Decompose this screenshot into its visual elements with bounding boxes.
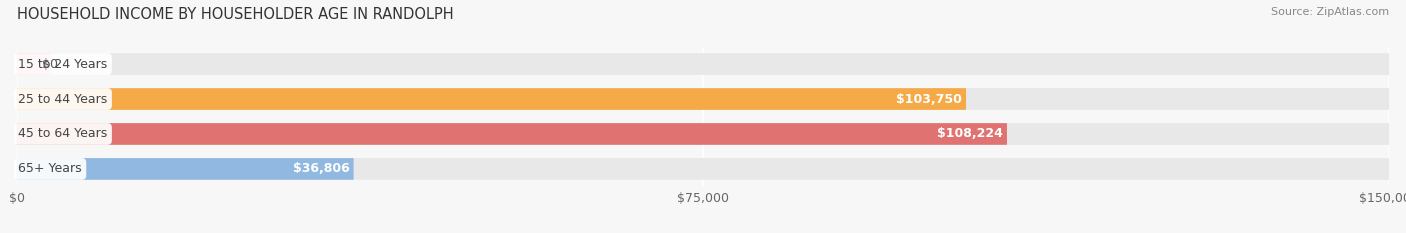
Text: $103,750: $103,750: [896, 93, 962, 106]
Text: 15 to 24 Years: 15 to 24 Years: [18, 58, 107, 71]
FancyBboxPatch shape: [17, 53, 1389, 75]
FancyBboxPatch shape: [17, 158, 353, 180]
Text: 45 to 64 Years: 45 to 64 Years: [18, 127, 107, 140]
Text: $108,224: $108,224: [936, 127, 1002, 140]
FancyBboxPatch shape: [17, 123, 1389, 145]
Text: Source: ZipAtlas.com: Source: ZipAtlas.com: [1271, 7, 1389, 17]
Text: 65+ Years: 65+ Years: [18, 162, 82, 175]
Text: HOUSEHOLD INCOME BY HOUSEHOLDER AGE IN RANDOLPH: HOUSEHOLD INCOME BY HOUSEHOLDER AGE IN R…: [17, 7, 454, 22]
FancyBboxPatch shape: [17, 158, 1389, 180]
FancyBboxPatch shape: [17, 53, 51, 75]
Text: $0: $0: [42, 58, 58, 71]
FancyBboxPatch shape: [17, 123, 1007, 145]
Text: 25 to 44 Years: 25 to 44 Years: [18, 93, 107, 106]
FancyBboxPatch shape: [17, 88, 1389, 110]
Text: $36,806: $36,806: [292, 162, 350, 175]
FancyBboxPatch shape: [17, 88, 966, 110]
